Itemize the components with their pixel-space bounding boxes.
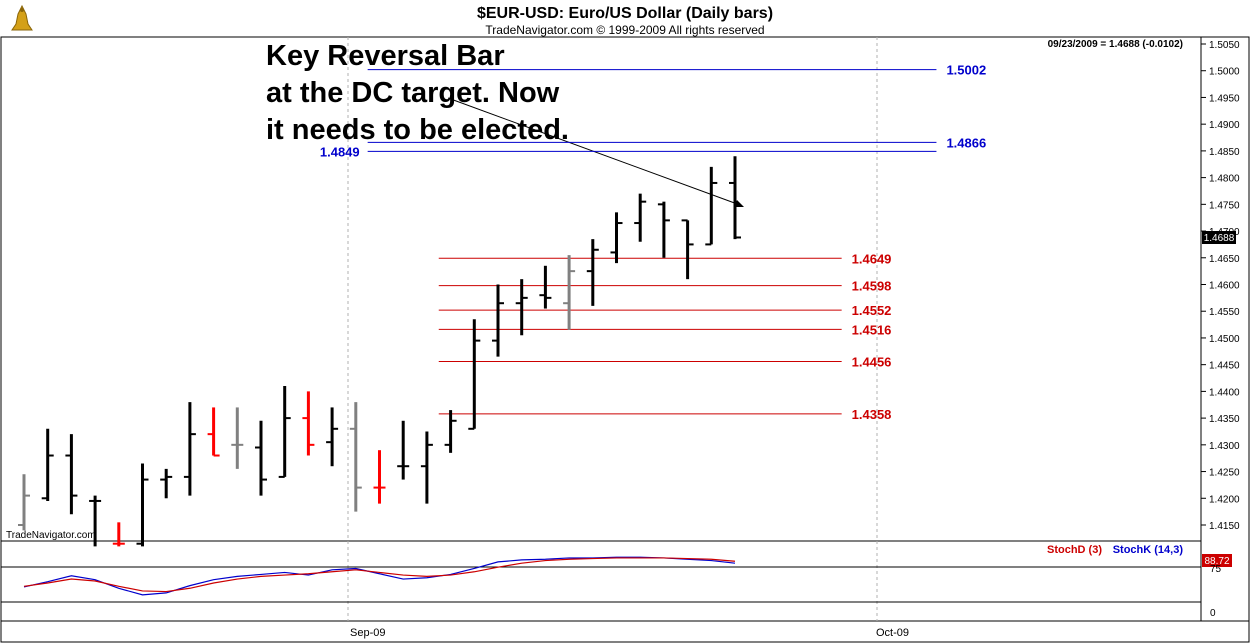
- target-label: 1.4358: [852, 407, 892, 422]
- y-tick-label: 1.4950: [1209, 93, 1240, 104]
- x-axis-area: [0, 620, 1250, 643]
- indicator-panel-frame: [0, 540, 1202, 622]
- stochastic-lines: [23, 556, 736, 596]
- x-label-sep-09: Sep-09: [350, 627, 385, 639]
- stoch-tick-0: 0: [1210, 608, 1216, 619]
- price-bars: [18, 156, 741, 547]
- target-label: 1.4516: [852, 322, 892, 337]
- watermark: TradeNavigator.com: [6, 530, 96, 541]
- stoch-value-tag: 88.72: [1204, 556, 1229, 567]
- y-tick-label: 1.4500: [1209, 334, 1240, 345]
- target-label: 1.4866: [946, 135, 986, 150]
- y-tick-label: 1.4650: [1209, 254, 1240, 265]
- target-label: 1.5002: [946, 63, 986, 78]
- y-tick-label: 1.4300: [1209, 441, 1240, 452]
- y-tick-label: 1.4800: [1209, 174, 1240, 185]
- price-panel-frame: [0, 36, 1202, 542]
- tradenavigator-logo: [8, 4, 36, 34]
- y-tick-label: 1.4350: [1209, 414, 1240, 425]
- x-label-oct-09: Oct-09: [876, 627, 909, 639]
- stoch-k-line: [23, 556, 736, 596]
- quote-readout: 09/23/2009 = 1.4688 (-0.0102): [1048, 39, 1183, 50]
- stoch-tick-75: 75: [1210, 564, 1222, 575]
- y-tick-label: 1.4400: [1209, 387, 1240, 398]
- target-label: 1.4456: [852, 354, 892, 369]
- last-price-tag-bg: [1202, 231, 1236, 244]
- y-tick-label: 1.4200: [1209, 494, 1240, 505]
- annotation-line-1: Key Reversal Bar: [266, 40, 505, 72]
- target-label: 1.4598: [852, 279, 892, 294]
- y-tick-label: 1.4150: [1209, 521, 1240, 532]
- y-tick-label: 1.4750: [1209, 200, 1240, 211]
- target-label: 1.4649: [852, 251, 892, 266]
- target-label: 1.4849: [320, 144, 360, 159]
- y-tick-label: 1.4850: [1209, 147, 1240, 158]
- y-tick-label: 1.5000: [1209, 67, 1240, 78]
- target-label: 1.4552: [852, 303, 892, 318]
- stoch-k-legend: StochK (14,3): [1113, 544, 1184, 556]
- stoch-d-line: [23, 557, 736, 593]
- y-axis-area[interactable]: [1200, 36, 1250, 622]
- chart-title: $EUR-USD: Euro/US Dollar (Daily bars): [477, 5, 773, 22]
- y-tick-label: 1.4550: [1209, 307, 1240, 318]
- chart-subtitle: TradeNavigator.com © 1999-2009 All right…: [485, 23, 764, 37]
- stoch-value-tag-bg: [1202, 554, 1232, 567]
- y-tick-label: 1.4250: [1209, 468, 1240, 479]
- last-price-tag: 1.4688: [1204, 233, 1235, 244]
- y-tick-label: 1.4900: [1209, 120, 1240, 131]
- stoch-d-legend: StochD (3): [1047, 544, 1102, 556]
- annotation-line-3: it needs to be elected.: [266, 114, 569, 146]
- y-tick-label: 1.4450: [1209, 361, 1240, 372]
- target-lines: 1.5002 1.4866 1.4849 1.4649 1.4598 1.4552 1.45…: [320, 63, 986, 422]
- y-tick-label: 1.5050: [1209, 40, 1240, 51]
- annotation-line-2: at the DC target. Now: [266, 77, 560, 109]
- y-tick-label: 1.4600: [1209, 281, 1240, 292]
